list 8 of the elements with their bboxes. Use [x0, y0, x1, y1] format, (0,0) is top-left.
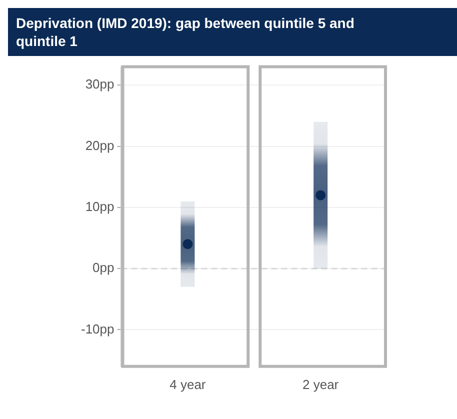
y-tick-label: -10pp [81, 321, 114, 336]
chart-title: Deprivation (IMD 2019): gap between quintile 5 and quintile 1 [8, 8, 457, 56]
y-tick-label: 30pp [85, 76, 114, 92]
y-tick-label: 10pp [85, 199, 114, 214]
x-tick-label: 4 year [170, 376, 206, 392]
y-tick-label: 20pp [85, 138, 114, 153]
x-tick-label: 2 year [302, 376, 340, 392]
y-tick-label: 0pp [92, 260, 114, 276]
